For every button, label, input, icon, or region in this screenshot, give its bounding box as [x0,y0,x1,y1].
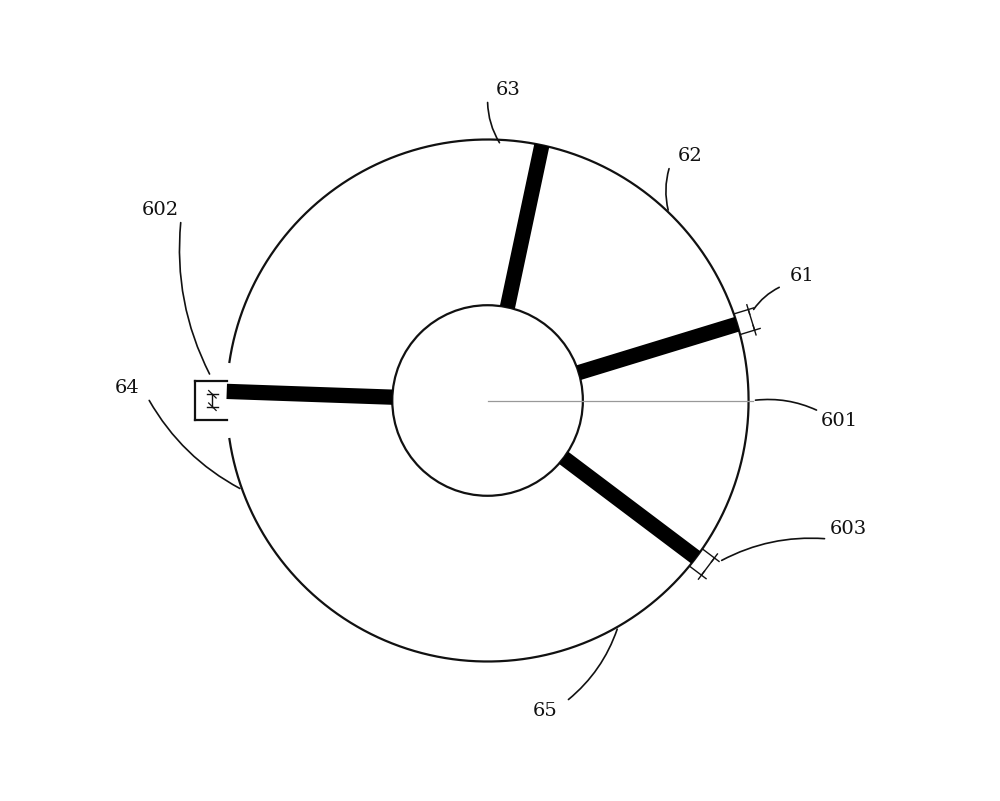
Text: 601: 601 [821,413,858,430]
Text: 61: 61 [790,268,815,285]
Text: 603: 603 [829,520,867,538]
Text: 63: 63 [496,81,521,99]
Text: 602: 602 [142,201,179,219]
Text: 64: 64 [115,379,140,397]
Bar [222,380,232,421]
Text: 65: 65 [533,702,558,720]
Text: 62: 62 [678,147,703,165]
